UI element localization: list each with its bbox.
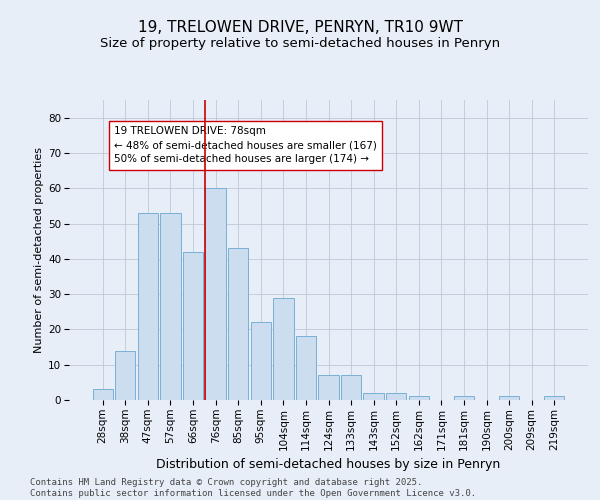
Text: Size of property relative to semi-detached houses in Penryn: Size of property relative to semi-detach… [100,38,500,51]
X-axis label: Distribution of semi-detached houses by size in Penryn: Distribution of semi-detached houses by … [157,458,500,471]
Bar [454,396,474,400]
Bar [364,393,384,400]
Bar [115,350,136,400]
Bar [544,396,565,400]
Text: 19, TRELOWEN DRIVE, PENRYN, TR10 9WT: 19, TRELOWEN DRIVE, PENRYN, TR10 9WT [137,20,463,35]
Bar [205,188,226,400]
Bar [341,376,361,400]
Bar [273,298,293,400]
Bar [228,248,248,400]
Bar [319,376,338,400]
Bar [296,336,316,400]
Bar [160,213,181,400]
Y-axis label: Number of semi-detached properties: Number of semi-detached properties [34,147,44,353]
Bar [409,396,429,400]
Bar [183,252,203,400]
Text: 19 TRELOWEN DRIVE: 78sqm
← 48% of semi-detached houses are smaller (167)
50% of : 19 TRELOWEN DRIVE: 78sqm ← 48% of semi-d… [114,126,377,164]
Bar [92,390,113,400]
Bar [499,396,519,400]
Bar [138,213,158,400]
Bar [386,393,406,400]
Bar [251,322,271,400]
Text: Contains HM Land Registry data © Crown copyright and database right 2025.
Contai: Contains HM Land Registry data © Crown c… [30,478,476,498]
